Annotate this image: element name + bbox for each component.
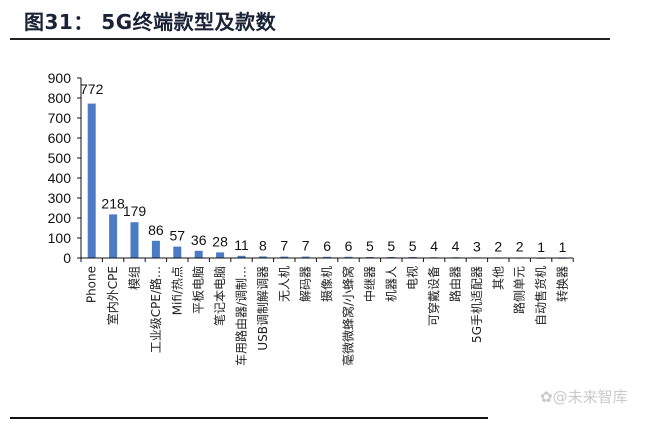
data-label: 1 [559, 239, 567, 255]
x-category-label: 转换器 [555, 266, 570, 302]
y-tick-label: 0 [63, 250, 71, 266]
y-tick-label: 100 [48, 230, 72, 246]
bar [237, 255, 246, 258]
y-tick-label: 400 [48, 170, 72, 186]
x-category-label: 5G手机适配器 [470, 266, 484, 343]
y-tick-label: 200 [48, 210, 72, 226]
data-label: 28 [212, 233, 228, 249]
data-label: 86 [148, 222, 164, 238]
data-label: 3 [473, 238, 481, 254]
x-axis: Phone 室内外CPE 模组 工业级CPE/路… Mifi/热点 平板电脑 笔记本电脑 车用… [80, 257, 574, 366]
x-category-label: 其他 [491, 266, 505, 290]
y-tick-label: 700 [48, 110, 72, 126]
x-category-label: 毫微微蜂窝/小蜂窝 [341, 266, 356, 366]
x-category-label: 车用路由器/调制… [234, 266, 249, 366]
x-category-label: 无人机 [277, 266, 291, 302]
y-tick-label: 300 [48, 190, 72, 206]
x-category-label: 笔记本电脑 [212, 266, 227, 326]
data-label: 2 [516, 239, 524, 255]
data-label: 4 [430, 238, 438, 254]
x-category-label: Mifi/热点 [170, 266, 184, 315]
bar [280, 256, 289, 258]
data-label: 57 [170, 228, 186, 244]
x-category-label: Phone [85, 266, 99, 303]
x-category-label: 解码器 [299, 266, 313, 302]
y-tick-label: 500 [48, 150, 72, 166]
figure-title: 图31： 5G终端款型及款数 [24, 10, 277, 34]
data-label: 5 [409, 238, 417, 254]
data-label: 7 [280, 238, 288, 254]
bar [216, 252, 225, 258]
x-category-label: 可穿戴设备 [426, 266, 441, 326]
bar [130, 222, 139, 258]
bar [151, 240, 160, 258]
bar [87, 103, 96, 258]
x-category-label: 路侧单元 [512, 266, 527, 314]
bar [194, 250, 203, 258]
bar [109, 214, 118, 258]
x-category-label: 工业级CPE/路… [148, 266, 163, 353]
data-label: 7 [302, 238, 310, 254]
footer-divider [10, 417, 488, 419]
y-tick-label: 800 [48, 90, 72, 106]
data-label: 218 [101, 195, 125, 211]
data-label: 11 [234, 237, 249, 253]
x-category-label: 中继器 [362, 266, 377, 302]
bar [258, 256, 267, 258]
x-category-label: 摄像机 [319, 266, 334, 302]
title-divider [10, 38, 610, 40]
y-tick-label: 600 [48, 130, 72, 146]
data-label: 5 [387, 238, 395, 254]
bar [344, 256, 353, 258]
bar [323, 256, 332, 258]
y-axis: 0 100 200 300 400 500 600 700 800 900 [48, 70, 82, 266]
data-label: 2 [494, 239, 502, 255]
data-label: 6 [345, 238, 353, 254]
y-tick-label: 900 [48, 70, 72, 86]
data-label: 179 [123, 203, 147, 219]
x-category-label: 平板电脑 [192, 266, 206, 314]
data-label: 6 [323, 238, 331, 254]
x-category-label: 室内外CPE [105, 266, 120, 325]
data-label: 1 [537, 239, 545, 255]
x-category-label: 模组 [128, 266, 142, 290]
x-category-label: 机器人 [384, 266, 398, 302]
data-label: 5 [366, 238, 374, 254]
bar [173, 246, 182, 258]
data-label: 772 [80, 81, 104, 97]
data-label: 8 [259, 237, 267, 253]
bar [301, 256, 310, 258]
x-category-label: 自动售货机 [533, 266, 548, 326]
x-category-label: 路由器 [448, 266, 463, 302]
x-category-label: USB调制解调器 [256, 266, 270, 351]
watermark: ✿@未来智库 [540, 388, 628, 406]
x-category-label: 电视 [405, 266, 420, 290]
data-label: 4 [452, 238, 460, 254]
data-label: 36 [191, 232, 207, 248]
